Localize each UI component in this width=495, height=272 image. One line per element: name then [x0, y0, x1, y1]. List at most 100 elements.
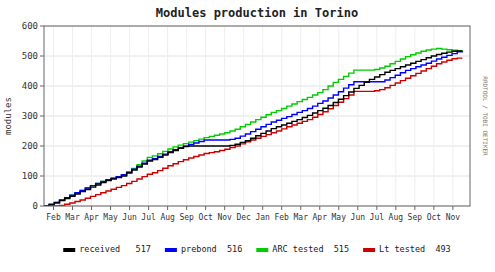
plot-frame: [44, 26, 470, 206]
tick: [262, 206, 263, 210]
tick-label: May: [332, 213, 347, 222]
axis-label: modules: [3, 97, 13, 135]
legend-item: ARC tested 515: [256, 244, 349, 254]
tick-label: Jul: [370, 213, 385, 222]
grid: [44, 26, 470, 206]
tick-label: Jun: [351, 213, 366, 222]
grid-line: [395, 26, 396, 206]
tick-label: Mar: [65, 213, 80, 222]
tick: [53, 206, 54, 210]
grid-line: [357, 26, 358, 206]
tick: [395, 206, 396, 210]
x-axis: Feb Mar Apr May Jun Jul Aug Sep Oct Nov Dec Jan Feb M…: [46, 206, 460, 222]
tick: [40, 176, 44, 177]
tick-label: 400: [22, 81, 38, 91]
tick: [224, 206, 225, 210]
grid-line: [319, 26, 320, 206]
tick: [148, 206, 149, 210]
tick: [186, 206, 187, 210]
tick-label: 500: [22, 51, 38, 61]
tick: [40, 56, 44, 57]
legend-swatch: [363, 248, 375, 252]
grid-line: [53, 26, 54, 206]
grid-line: [281, 26, 282, 206]
tick-label: Sep: [179, 213, 194, 222]
tick: [91, 206, 92, 210]
tick: [129, 206, 130, 210]
grid-line: [205, 26, 206, 206]
tick-label: Jan: [255, 213, 270, 222]
tick: [205, 206, 206, 210]
grid-line: [129, 26, 130, 206]
tick-label: 300: [22, 111, 38, 121]
grid-line: [44, 116, 470, 117]
tick: [40, 116, 44, 117]
tick-label: Aug: [160, 213, 175, 222]
tick: [300, 206, 301, 210]
tick: [433, 206, 434, 210]
tick: [319, 206, 320, 210]
legend-item: prebond 516: [165, 244, 242, 254]
chart: 0 100 200 300 400 500 600 Feb Mar Apr May Jun Jul Aug…: [0, 0, 495, 272]
tick: [414, 206, 415, 210]
legend-item: Lt tested 493: [363, 244, 451, 254]
tick-label: Oct: [198, 213, 213, 222]
tick-label: 0: [33, 201, 38, 211]
legend-swatch: [63, 248, 75, 252]
grid-line: [91, 26, 92, 206]
grid-line: [376, 26, 377, 206]
grid-line: [243, 26, 244, 206]
tick-label: Apr: [84, 213, 99, 222]
legend-swatch: [256, 248, 268, 252]
legend-label: Lt tested 493: [379, 244, 451, 254]
tick-label: Jun: [122, 213, 137, 222]
tick: [40, 86, 44, 87]
tick: [243, 206, 244, 210]
tick-label: 600: [22, 21, 38, 31]
tick-label: 100: [22, 171, 38, 181]
title: Modules production in Torino: [156, 6, 358, 20]
series-group: [44, 49, 462, 207]
legend-label: prebond 516: [181, 244, 242, 254]
grid-line: [300, 26, 301, 206]
legend-label: ARC tested 515: [272, 244, 349, 254]
grid-line: [72, 26, 73, 206]
tick-label: Nov: [446, 213, 461, 222]
tick-label: Dec: [236, 213, 251, 222]
tick-label: Apr: [313, 213, 328, 222]
tick-label: Oct: [427, 213, 442, 222]
series-line: [44, 51, 462, 206]
grid-line: [262, 26, 263, 206]
tick-label: Feb: [46, 213, 61, 222]
tick-label: Sep: [408, 213, 423, 222]
tick-label: Mar: [294, 213, 309, 222]
tick: [40, 26, 44, 27]
series-line: [44, 49, 462, 207]
legend: received 517prebond 516ARC tested 515Lt …: [63, 244, 451, 254]
tick-label: May: [103, 213, 118, 222]
tick-label: Jul: [141, 213, 156, 222]
tick: [110, 206, 111, 210]
plot-area: [44, 26, 470, 206]
grid-line: [338, 26, 339, 206]
grid-line: [44, 86, 470, 87]
legend-swatch: [165, 248, 177, 252]
grid-line: [186, 26, 187, 206]
tick: [72, 206, 73, 210]
grid-line: [44, 146, 470, 147]
tick: [40, 146, 44, 147]
grid-line: [433, 26, 434, 206]
grid-line: [148, 26, 149, 206]
grid-line: [167, 26, 168, 206]
tick-label: Feb: [274, 213, 289, 222]
tick: [452, 206, 453, 210]
y-axis: 0 100 200 300 400 500 600: [22, 21, 44, 211]
tick-label: Nov: [217, 213, 232, 222]
tick: [338, 206, 339, 210]
grid-line: [224, 26, 225, 206]
tick-label: 200: [22, 141, 38, 151]
tick: [167, 206, 168, 210]
grid-line: [414, 26, 415, 206]
tick-label: Aug: [389, 213, 404, 222]
tick: [281, 206, 282, 210]
